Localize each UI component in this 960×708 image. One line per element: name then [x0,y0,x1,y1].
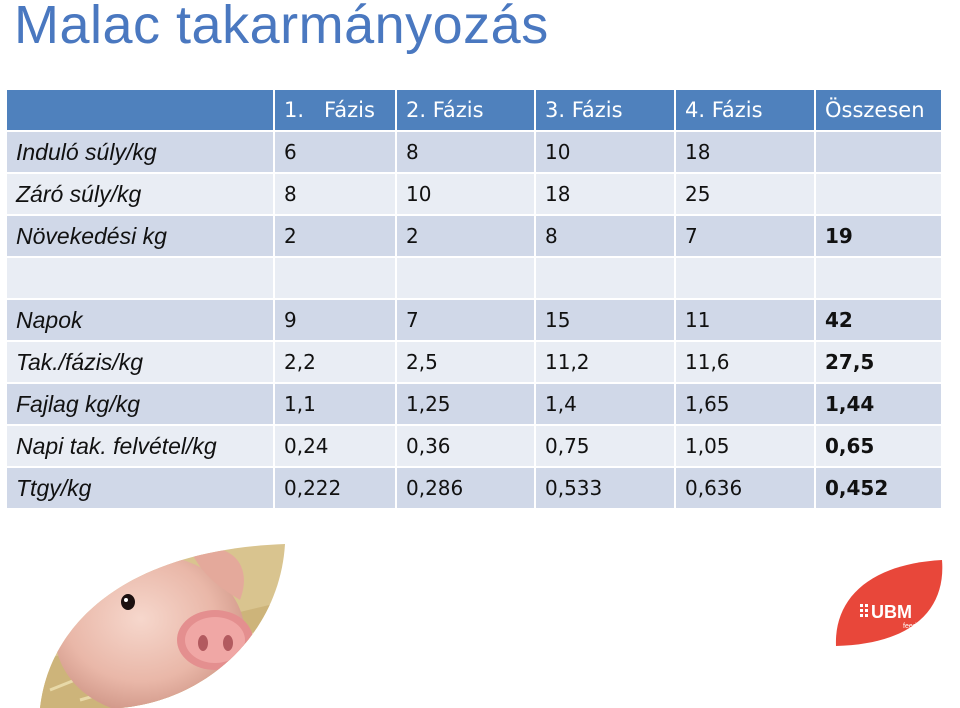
table-cell [275,258,395,298]
table-cell: 11,6 [676,342,814,382]
row-label: Tak./fázis/kg [7,342,273,382]
total-cell [816,258,941,298]
header-cell: Összesen [816,90,941,130]
table-cell: 0,636 [676,468,814,508]
table-cell: 2,5 [397,342,534,382]
header-cell: 1. Fázis [275,90,395,130]
table-cell [397,258,534,298]
row-label: Induló súly/kg [7,132,273,172]
piglet-image [40,544,285,708]
total-cell: 0,65 [816,426,941,466]
table-cell: 8 [397,132,534,172]
table-cell: 0,75 [536,426,674,466]
row-label: Napi tak. felvétel/kg [7,426,273,466]
table-cell: 6 [275,132,395,172]
total-cell [816,174,941,214]
table-row: Napok 9 7 15 11 42 [7,300,941,340]
table-cell: 18 [536,174,674,214]
feeding-table: 1. Fázis 2. Fázis 3. Fázis 4. Fázis Össz… [5,88,943,510]
row-label: Fajlag kg/kg [7,384,273,424]
table-row: Fajlag kg/kg 1,1 1,25 1,4 1,65 1,44 [7,384,941,424]
table-row: Induló súly/kg 6 8 10 18 [7,132,941,172]
table-cell: 1,4 [536,384,674,424]
table-cell: 1,25 [397,384,534,424]
logo-sub-text: feed [903,623,917,630]
table-cell: 0,24 [275,426,395,466]
row-label [7,258,273,298]
ubm-feed-logo: UBM feed [835,560,943,646]
header-cell: 2. Fázis [397,90,534,130]
table-cell: 10 [536,132,674,172]
header-cell: 3. Fázis [536,90,674,130]
logo-brand-text: UBM [871,602,912,622]
header-cell: 4. Fázis [676,90,814,130]
header-cell [7,90,273,130]
table-cell: 2 [275,216,395,256]
table-cell: 1,1 [275,384,395,424]
total-cell: 19 [816,216,941,256]
table-cell: 11,2 [536,342,674,382]
table-cell: 10 [397,174,534,214]
table-row: Ttgy/kg 0,222 0,286 0,533 0,636 0,452 [7,468,941,508]
table-cell: 0,222 [275,468,395,508]
table-cell: 7 [397,300,534,340]
table-cell: 18 [676,132,814,172]
table-header-row: 1. Fázis 2. Fázis 3. Fázis 4. Fázis Össz… [7,90,941,130]
table-cell: 11 [676,300,814,340]
table-cell: 0,286 [397,468,534,508]
table-row-empty [7,258,941,298]
table-cell: 7 [676,216,814,256]
table-cell: 8 [536,216,674,256]
table-cell: 2 [397,216,534,256]
row-label: Záró súly/kg [7,174,273,214]
table-cell: 2,2 [275,342,395,382]
total-cell: 0,452 [816,468,941,508]
page-title: Malac takarmányozás [14,0,549,55]
row-label: Növekedési kg [7,216,273,256]
table-cell [536,258,674,298]
table-cell: 1,05 [676,426,814,466]
table-cell [676,258,814,298]
table-cell: 15 [536,300,674,340]
table-row: Növekedési kg 2 2 8 7 19 [7,216,941,256]
row-label: Napok [7,300,273,340]
table-cell: 0,36 [397,426,534,466]
total-cell: 27,5 [816,342,941,382]
table-cell: 25 [676,174,814,214]
table-row: Tak./fázis/kg 2,2 2,5 11,2 11,6 27,5 [7,342,941,382]
table-cell: 1,65 [676,384,814,424]
table-cell: 9 [275,300,395,340]
total-cell: 1,44 [816,384,941,424]
row-label: Ttgy/kg [7,468,273,508]
table-cell: 8 [275,174,395,214]
table-row: Napi tak. felvétel/kg 0,24 0,36 0,75 1,0… [7,426,941,466]
table-row: Záró súly/kg 8 10 18 25 [7,174,941,214]
table-cell: 0,533 [536,468,674,508]
total-cell [816,132,941,172]
total-cell: 42 [816,300,941,340]
